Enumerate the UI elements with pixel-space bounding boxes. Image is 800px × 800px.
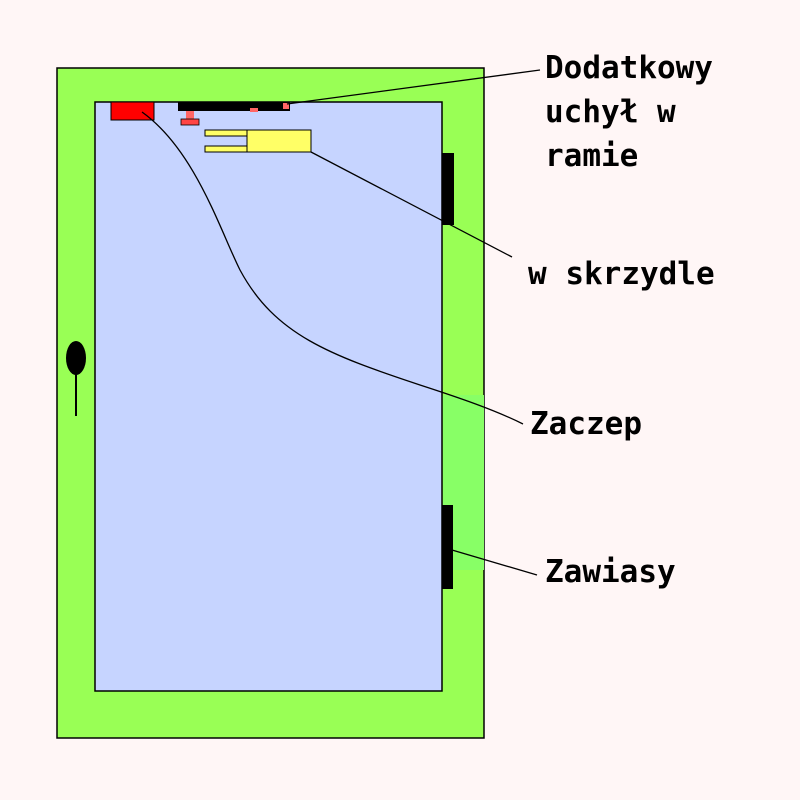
leader-line-hinges [451, 549, 538, 576]
leader-line-sash [310, 151, 513, 258]
label-additional-frame-tilt: Dodatkowy uchył w ramie [545, 46, 713, 178]
label-line: Dodatkowy [545, 50, 713, 86]
leader-line-frame-tilt [286, 69, 541, 105]
leader-line-catch [141, 111, 524, 425]
label-catch: Zaczep [530, 406, 642, 442]
window-glass [94, 101, 443, 692]
window-handle-icon [66, 341, 86, 416]
label-line: uchył w [545, 94, 676, 130]
hinge-icon [442, 153, 454, 225]
sash-tilt-mechanism [204, 129, 312, 153]
label-line: ramie [545, 138, 639, 174]
label-hinges: Zawiasy [545, 554, 676, 590]
hinge-icon [442, 505, 453, 589]
catch-block [110, 101, 155, 121]
label-in-sash: w skrzydle [528, 256, 715, 292]
frame-tilt-mechanism [178, 102, 290, 126]
